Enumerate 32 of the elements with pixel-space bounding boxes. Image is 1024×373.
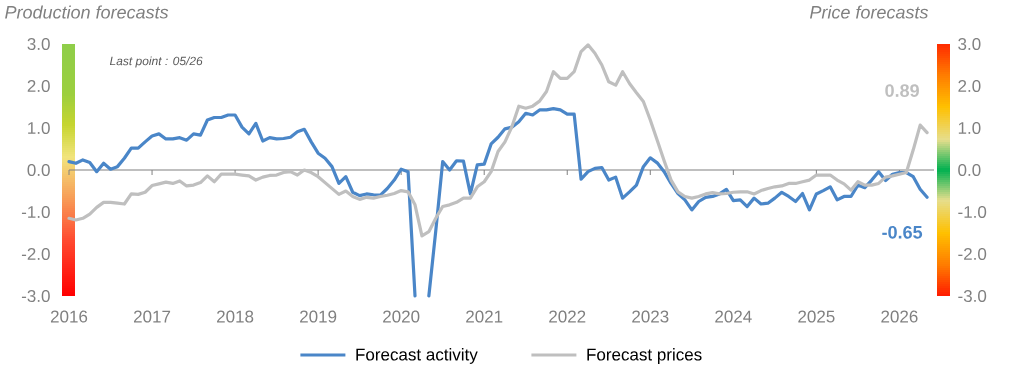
y2-tick-label: -1.0 [958,205,987,219]
x-tick-label: 2019 [300,310,337,323]
y-axis-title: Production forecasts [5,5,169,19]
x-tick-label: 2025 [798,310,835,323]
x-tick-label: 2024 [715,310,752,323]
y-tick-label: -3.0 [21,289,50,303]
y2-tick-label: -3.0 [958,289,987,303]
y-tick-label: 1.0 [28,121,50,135]
annotation: Last point : 05/26 [109,56,203,68]
y-tick-label: 2.0 [27,79,50,93]
annotation: -0.65 [882,225,923,239]
x-tick-label: 2022 [549,310,586,323]
y-tick-label: -2.0 [21,247,50,261]
y-tick-label: 0.0 [27,163,50,177]
x-tick-label: 2018 [217,310,254,323]
y2-tick-label: 3.0 [958,37,981,51]
y2-tick-label: 2.0 [958,79,981,93]
y-tick-label: 3.0 [27,37,50,51]
legend-label: Forecast prices [587,348,702,364]
x-tick-label: 2021 [466,310,503,323]
y2-tick-label: 1.0 [958,121,981,135]
y-tick-label: -1.0 [21,205,50,219]
x-tick-label: 2017 [134,310,171,323]
x-tick-label: 2020 [383,310,420,323]
x-tick-label: 2016 [50,310,88,323]
y2-axis-title: Price forecasts [809,5,929,19]
legend-label: Forecast activity [356,348,478,364]
y2-tick-label: -2.0 [958,247,987,261]
x-tick-label: 2026 [881,310,918,323]
y2-tick-label: 0.0 [958,163,981,177]
annotation: 0.89 [885,84,919,97]
x-tick-label: 2023 [632,310,669,323]
